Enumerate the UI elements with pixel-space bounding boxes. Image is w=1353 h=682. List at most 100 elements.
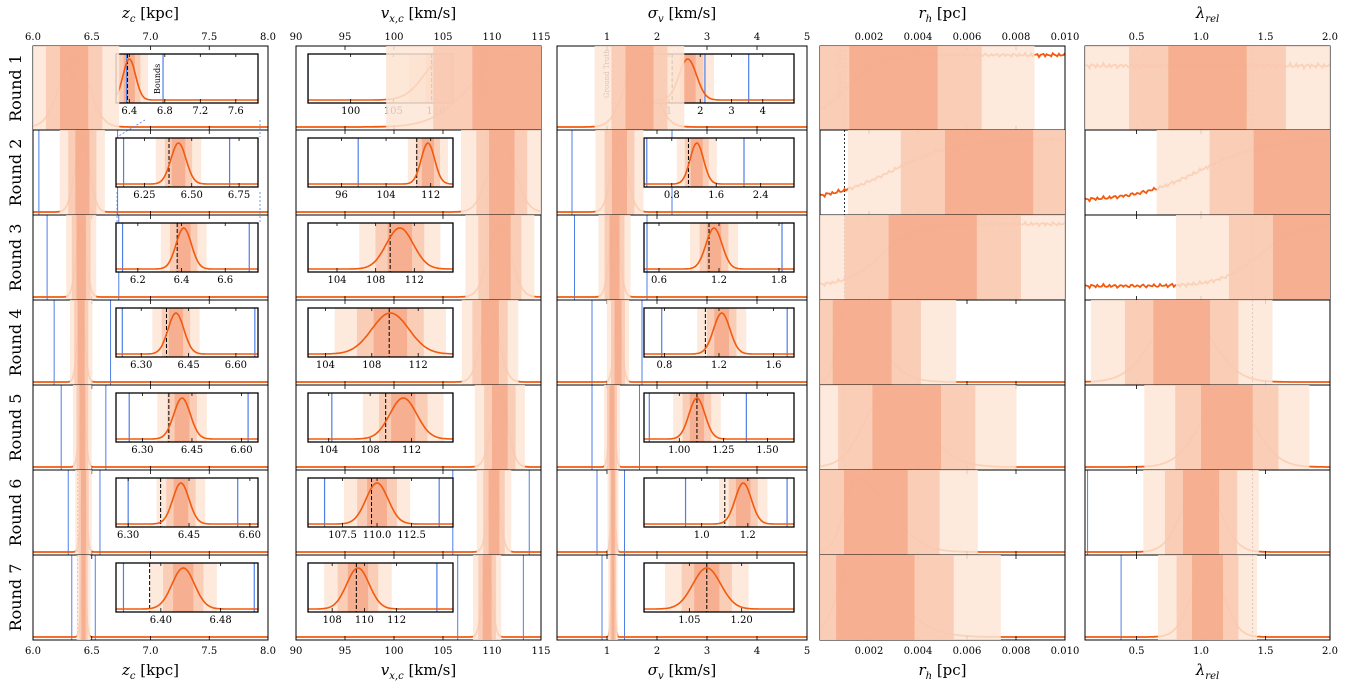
credible-band [872,385,942,470]
inset-tick-label: 104 [316,360,335,371]
inset-posterior-curve [644,397,794,440]
tick-label-bottom: 5 [804,646,810,657]
inset-tick-label: 6.60 [239,530,261,541]
credible-band [612,130,627,215]
panel-sigv-round-7: 1.05 1.20 [556,554,808,641]
inset-zc-round-5: 6.30 6.45 6.60 [115,392,259,456]
inset-body [308,308,453,357]
inset-frame [115,222,259,273]
inset-tick-label: 1.20 [731,615,753,626]
inset-tick-label: 1.0 [694,530,710,541]
tick-label-bottom: 100 [384,646,403,657]
inset-tick-label: 6.30 [117,530,139,541]
panel-frame [295,554,542,641]
inset-posterior-curve [116,482,258,525]
inset-posterior-curve [308,227,453,270]
posterior-curve [557,308,807,383]
inset-credible-band [373,308,408,357]
credible-band [849,46,938,130]
tick-label-bottom: 110 [482,646,501,657]
credible-band [79,385,86,470]
inset-background [644,138,794,187]
inset-posterior-curve [116,312,258,355]
axis-unit: [km/s] [404,661,457,679]
axis-symbol: z [121,661,130,679]
inset-tick-label: 1.50 [756,445,778,456]
inset-tick-label: 6.60 [225,360,247,371]
inset-frame [307,137,454,188]
axis-title-bottom-vxc: vx,c [km/s] [381,661,456,682]
inset-body [644,308,794,357]
tick-label-bottom: 1.5 [1258,646,1274,657]
credible-band [888,215,977,300]
inset-tick-label: 6.60 [230,445,252,456]
inset-tick-label: 104 [319,445,338,456]
axis-subscript: h [926,671,932,682]
tick-label-top: 95 [339,32,352,43]
axis-subscript: v [658,14,664,25]
inset-body [308,478,453,527]
inset-tick-label: 6.6 [217,275,233,286]
inset-sigv-round-5: 1.00 1.25 1.50 [643,392,795,456]
inset-credible-band [367,478,387,527]
inset-tick-label: 1.6 [766,360,782,371]
panel-sigv-round-3: 0.6 1.2 1.8 [556,214,808,301]
tick-label-top: 0.008 [1002,32,1031,43]
row-label: Round 2 [6,139,25,207]
row-label: Round 1 [6,54,25,122]
inset-credible-band [391,393,416,442]
credible-band [1273,215,1330,300]
tick-label-bottom: 7.0 [143,646,159,657]
inset-tick-label: 100 [341,106,360,117]
posterior-curve [557,394,807,468]
inset-posterior-curve [116,397,258,440]
inset-tick-label: 6.45 [178,530,200,541]
inset-tick-label: 108 [366,275,385,286]
inset-credible-band [171,138,186,187]
inset-tick-label: 1.2 [740,530,756,541]
inset-sigv-round-2: 0.8 1.6 2.4 [643,137,795,201]
tick-label-top: 2.0 [1322,32,1338,43]
inset-sigv-round-3: 0.6 1.2 1.8 [643,222,795,286]
inset-tick-label: 6.45 [181,445,203,456]
inset-credible-band [714,308,730,357]
panel-layer: Ground TruthBounds6.46.87.27.66.256.506.… [32,45,1331,641]
credible-band [489,215,511,300]
tick-label-top: 7.5 [201,32,217,43]
inset-tick-label: 4 [760,106,766,117]
inset-vxc-round-6: 107.5 110.0 112.5 [307,477,454,541]
inset-tick-label: 1.00 [668,445,690,456]
inset-posterior-curve [644,312,794,355]
inset-tick-label: 6.30 [130,360,152,371]
panel-sigv-round-4: 0.8 1.2 1.6 [556,299,808,386]
credible-band [1168,46,1247,130]
inset-posterior-curve [644,482,794,525]
inset-zc-round-1: Bounds 6.4 6.8 7.2 7.6 [115,53,259,117]
inset-credible-band [735,478,751,527]
credible-band [836,555,915,640]
inset-credible-band [176,223,191,272]
inset-frame [643,477,795,528]
tick-label-bottom: 7.5 [201,646,217,657]
tick-label-bottom: 115 [531,646,550,657]
inset-credible-band [174,393,190,442]
inset-posterior-curve [116,58,258,101]
inset-vxc-round-3: 104 108 112 [307,222,454,286]
tick-label-bottom: 0.006 [953,646,982,657]
inset-zc-round-3: 6.2 6.4 6.6 [115,222,259,286]
inset-tick-label: 1.2 [711,275,727,286]
inset-body [116,223,258,272]
tick-label-top: 6.5 [84,32,100,43]
tick-label-top: 0.004 [904,32,933,43]
inset-tick-label: 108 [361,445,380,456]
inset-tick-label: 1.8 [771,275,787,286]
inset-credible-band [387,223,413,272]
axis-subscript: v [658,671,664,682]
inset-body [116,478,258,527]
panel-zc-round-2: 6.25 6.50 6.75 [32,129,269,216]
inset-credible-band [347,563,369,612]
credible-band [492,385,508,470]
inset-posterior-curve [116,142,258,185]
inset-body [644,393,794,442]
